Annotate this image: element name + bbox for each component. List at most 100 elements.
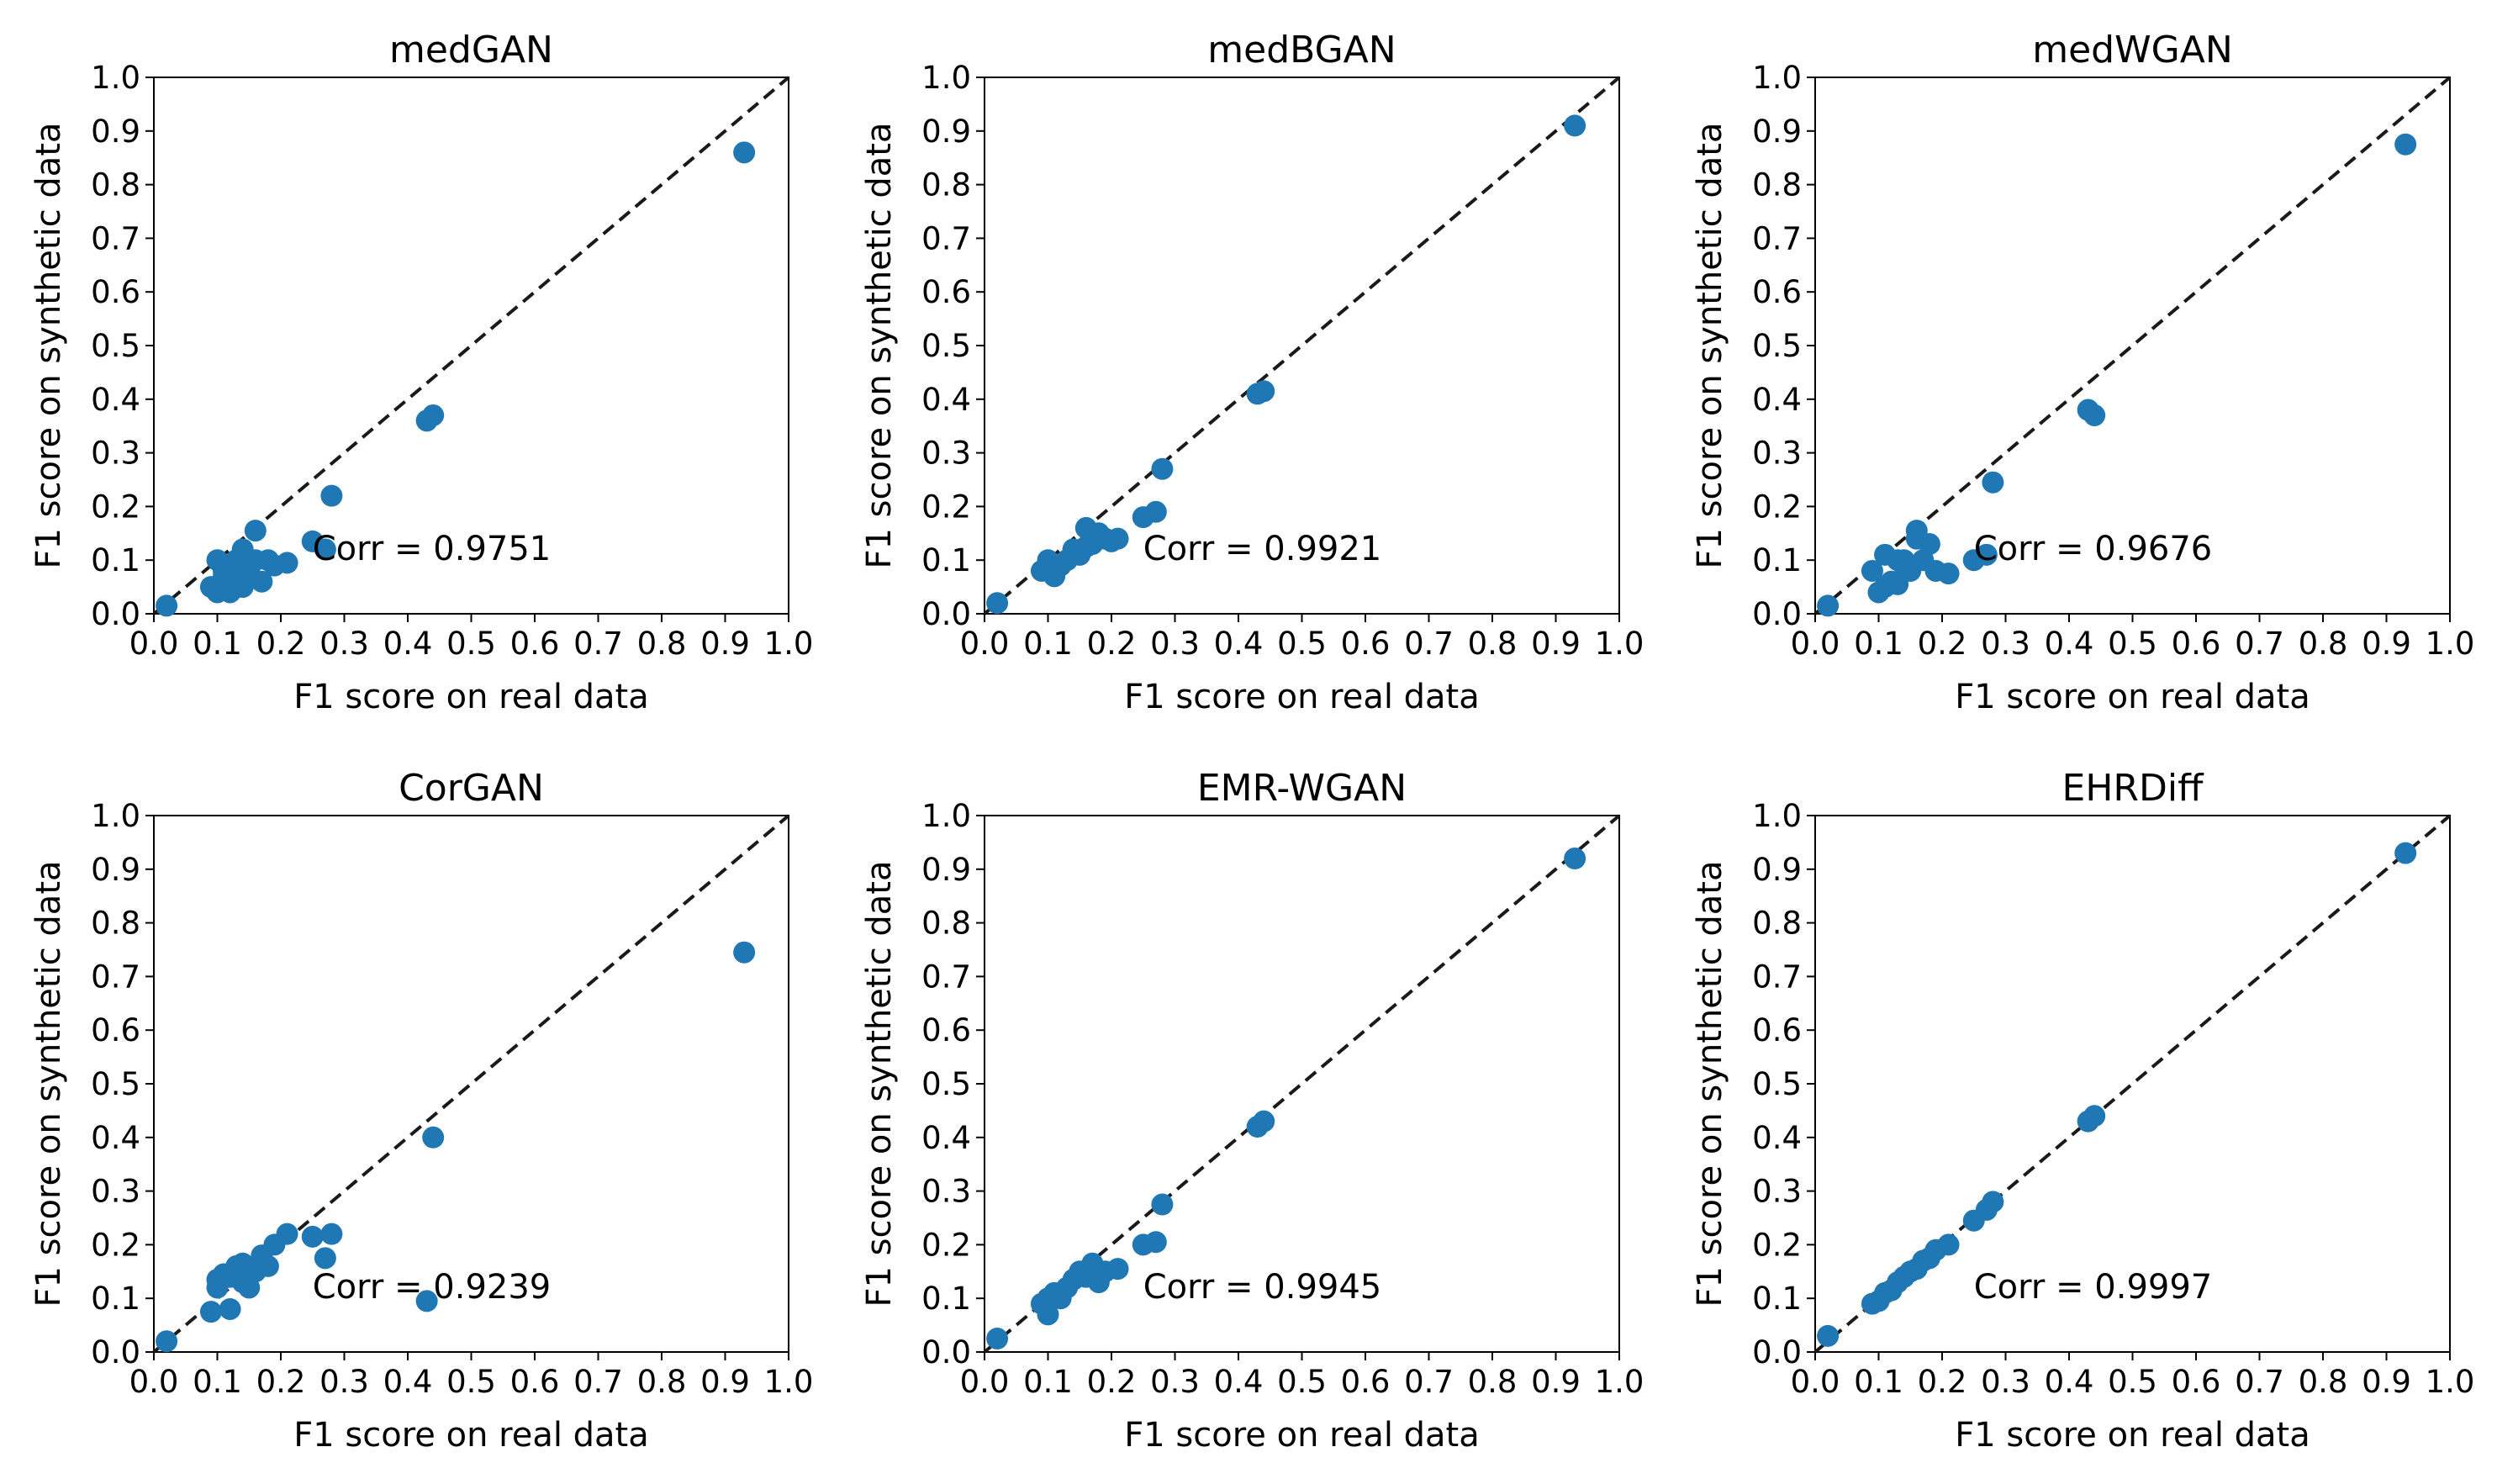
scatter-point (156, 1330, 178, 1353)
scatter-point (1937, 1233, 1960, 1256)
x-tick-label: 1.0 (1595, 626, 1644, 662)
scatter-point (2394, 133, 2417, 156)
x-tick-label: 0.2 (256, 626, 306, 662)
x-tick-label: 0.1 (1023, 1364, 1073, 1400)
y-tick-label: 0.8 (1752, 906, 1802, 942)
x-tick-label: 0.6 (2172, 1364, 2221, 1400)
scatter-point (219, 1297, 241, 1320)
scatter-point (2083, 404, 2106, 426)
y-tick-label: 0.9 (921, 852, 971, 888)
x-tick-label: 0.8 (1468, 626, 1518, 662)
scatter-point (213, 565, 235, 588)
x-tick-label: 0.6 (1341, 1364, 1391, 1400)
y-tick-label: 0.1 (91, 542, 140, 578)
y-tick-label: 0.1 (91, 1281, 140, 1317)
y-tick-label: 0.9 (91, 852, 140, 888)
y-tick-label: 0.3 (1752, 1174, 1802, 1210)
x-tick-label: 0.6 (2172, 626, 2221, 662)
subplot-title: medGAN (389, 29, 553, 71)
scatter-point (733, 141, 756, 164)
x-tick-label: 0.3 (1150, 1364, 1200, 1400)
x-tick-label: 0.5 (2108, 1364, 2157, 1400)
x-tick-label: 0.0 (1791, 1364, 1840, 1400)
y-tick-label: 0.8 (921, 906, 971, 942)
scatter-point (314, 1247, 336, 1270)
scatter-point (986, 1328, 1009, 1350)
y-tick-label: 0.7 (921, 959, 971, 995)
y-tick-label: 0.9 (921, 114, 971, 150)
x-tick-label: 0.8 (637, 1364, 687, 1400)
scatter-point (422, 404, 445, 426)
scatter-point (256, 1254, 279, 1277)
x-tick-label: 0.1 (193, 1364, 242, 1400)
scatter-point (156, 594, 178, 617)
y-tick-label: 0.6 (91, 1012, 140, 1048)
y-tick-label: 1.0 (921, 60, 971, 96)
scatter-point (276, 1223, 298, 1245)
scatter-point (1151, 1193, 1174, 1216)
scatter-point (320, 1223, 343, 1245)
scatter-point (733, 941, 756, 964)
scatter-point (422, 1126, 445, 1149)
x-tick-label: 1.0 (2426, 626, 2475, 662)
subplot-3: medWGAN 0.0 0.1 0.2 0.3 0.4 0.5 0.6 0.7 0.8 0.9 1.0… (1691, 29, 2474, 716)
y-tick-label: 0.1 (1752, 542, 1802, 578)
y-tick-label: 1.0 (91, 798, 140, 834)
x-tick-label: 0.5 (446, 626, 496, 662)
scatter-point (1037, 1303, 1059, 1326)
subplot-5: EMR-WGAN 0.0 0.1 0.2 0.3 0.4 0.5 0.6 0.7 0.8 0.9 1.… (860, 767, 1644, 1455)
x-tick-label: 0.4 (383, 626, 433, 662)
x-tick-label: 0.4 (1214, 626, 1264, 662)
subplot-title: medBGAN (1207, 29, 1396, 71)
y-tick-label: 1.0 (1752, 798, 1802, 834)
x-tick-label: 0.3 (319, 1364, 369, 1400)
x-tick-label: 0.7 (2235, 626, 2284, 662)
y-axis-label: F1 score on synthetic data (860, 122, 899, 568)
x-tick-label: 0.1 (1854, 1364, 1903, 1400)
scatter-point (1106, 527, 1129, 550)
scatter-point (314, 538, 336, 561)
x-tick-label: 0.0 (960, 626, 1010, 662)
y-tick-label: 0.0 (921, 1334, 971, 1370)
x-tick-label: 0.9 (700, 626, 750, 662)
x-tick-label: 0.7 (1404, 1364, 1454, 1400)
y-tick-label: 0.8 (921, 167, 971, 203)
y-tick-label: 0.0 (1752, 596, 1802, 632)
x-tick-label: 0.2 (256, 1364, 306, 1400)
y-tick-label: 0.9 (1752, 852, 1802, 888)
y-axis-label: F1 score on synthetic data (860, 860, 899, 1307)
x-tick-label: 0.5 (2108, 626, 2157, 662)
y-axis-label: F1 score on synthetic data (1691, 122, 1729, 568)
y-tick-label: 1.0 (91, 60, 140, 96)
y-tick-label: 0.8 (91, 906, 140, 942)
y-tick-label: 0.4 (1752, 1120, 1802, 1156)
y-tick-label: 0.4 (91, 382, 140, 418)
y-tick-label: 0.7 (1752, 220, 1802, 256)
x-tick-label: 0.8 (2299, 626, 2348, 662)
correlation-annotation: Corr = 0.9751 (313, 530, 552, 568)
scatter-point (986, 592, 1009, 615)
y-tick-label: 0.4 (921, 382, 971, 418)
scatter-point (1975, 543, 1998, 566)
subplot-title: EHRDiff (2062, 767, 2205, 810)
y-tick-label: 0.0 (91, 1334, 140, 1370)
x-tick-label: 0.7 (2235, 1364, 2284, 1400)
x-tick-label: 0.8 (1468, 1364, 1518, 1400)
y-axis-label: F1 score on synthetic data (29, 860, 68, 1307)
scatter-point (1253, 380, 1275, 403)
x-tick-label: 0.0 (960, 1364, 1010, 1400)
x-tick-label: 0.7 (573, 626, 623, 662)
scatter-point (1817, 1324, 1840, 1347)
y-tick-label: 0.5 (921, 328, 971, 364)
y-tick-label: 0.9 (91, 114, 140, 150)
y-tick-label: 0.5 (1752, 1066, 1802, 1102)
scatter-point (1037, 1287, 1059, 1310)
x-tick-label: 0.5 (446, 1364, 496, 1400)
y-tick-label: 0.2 (921, 1227, 971, 1263)
x-axis-label: F1 score on real data (1124, 678, 1480, 716)
scatter-point (301, 1225, 324, 1248)
x-tick-label: 0.4 (1214, 1364, 1264, 1400)
scatter-point (415, 1290, 438, 1312)
scatter-point (1982, 1191, 2004, 1213)
